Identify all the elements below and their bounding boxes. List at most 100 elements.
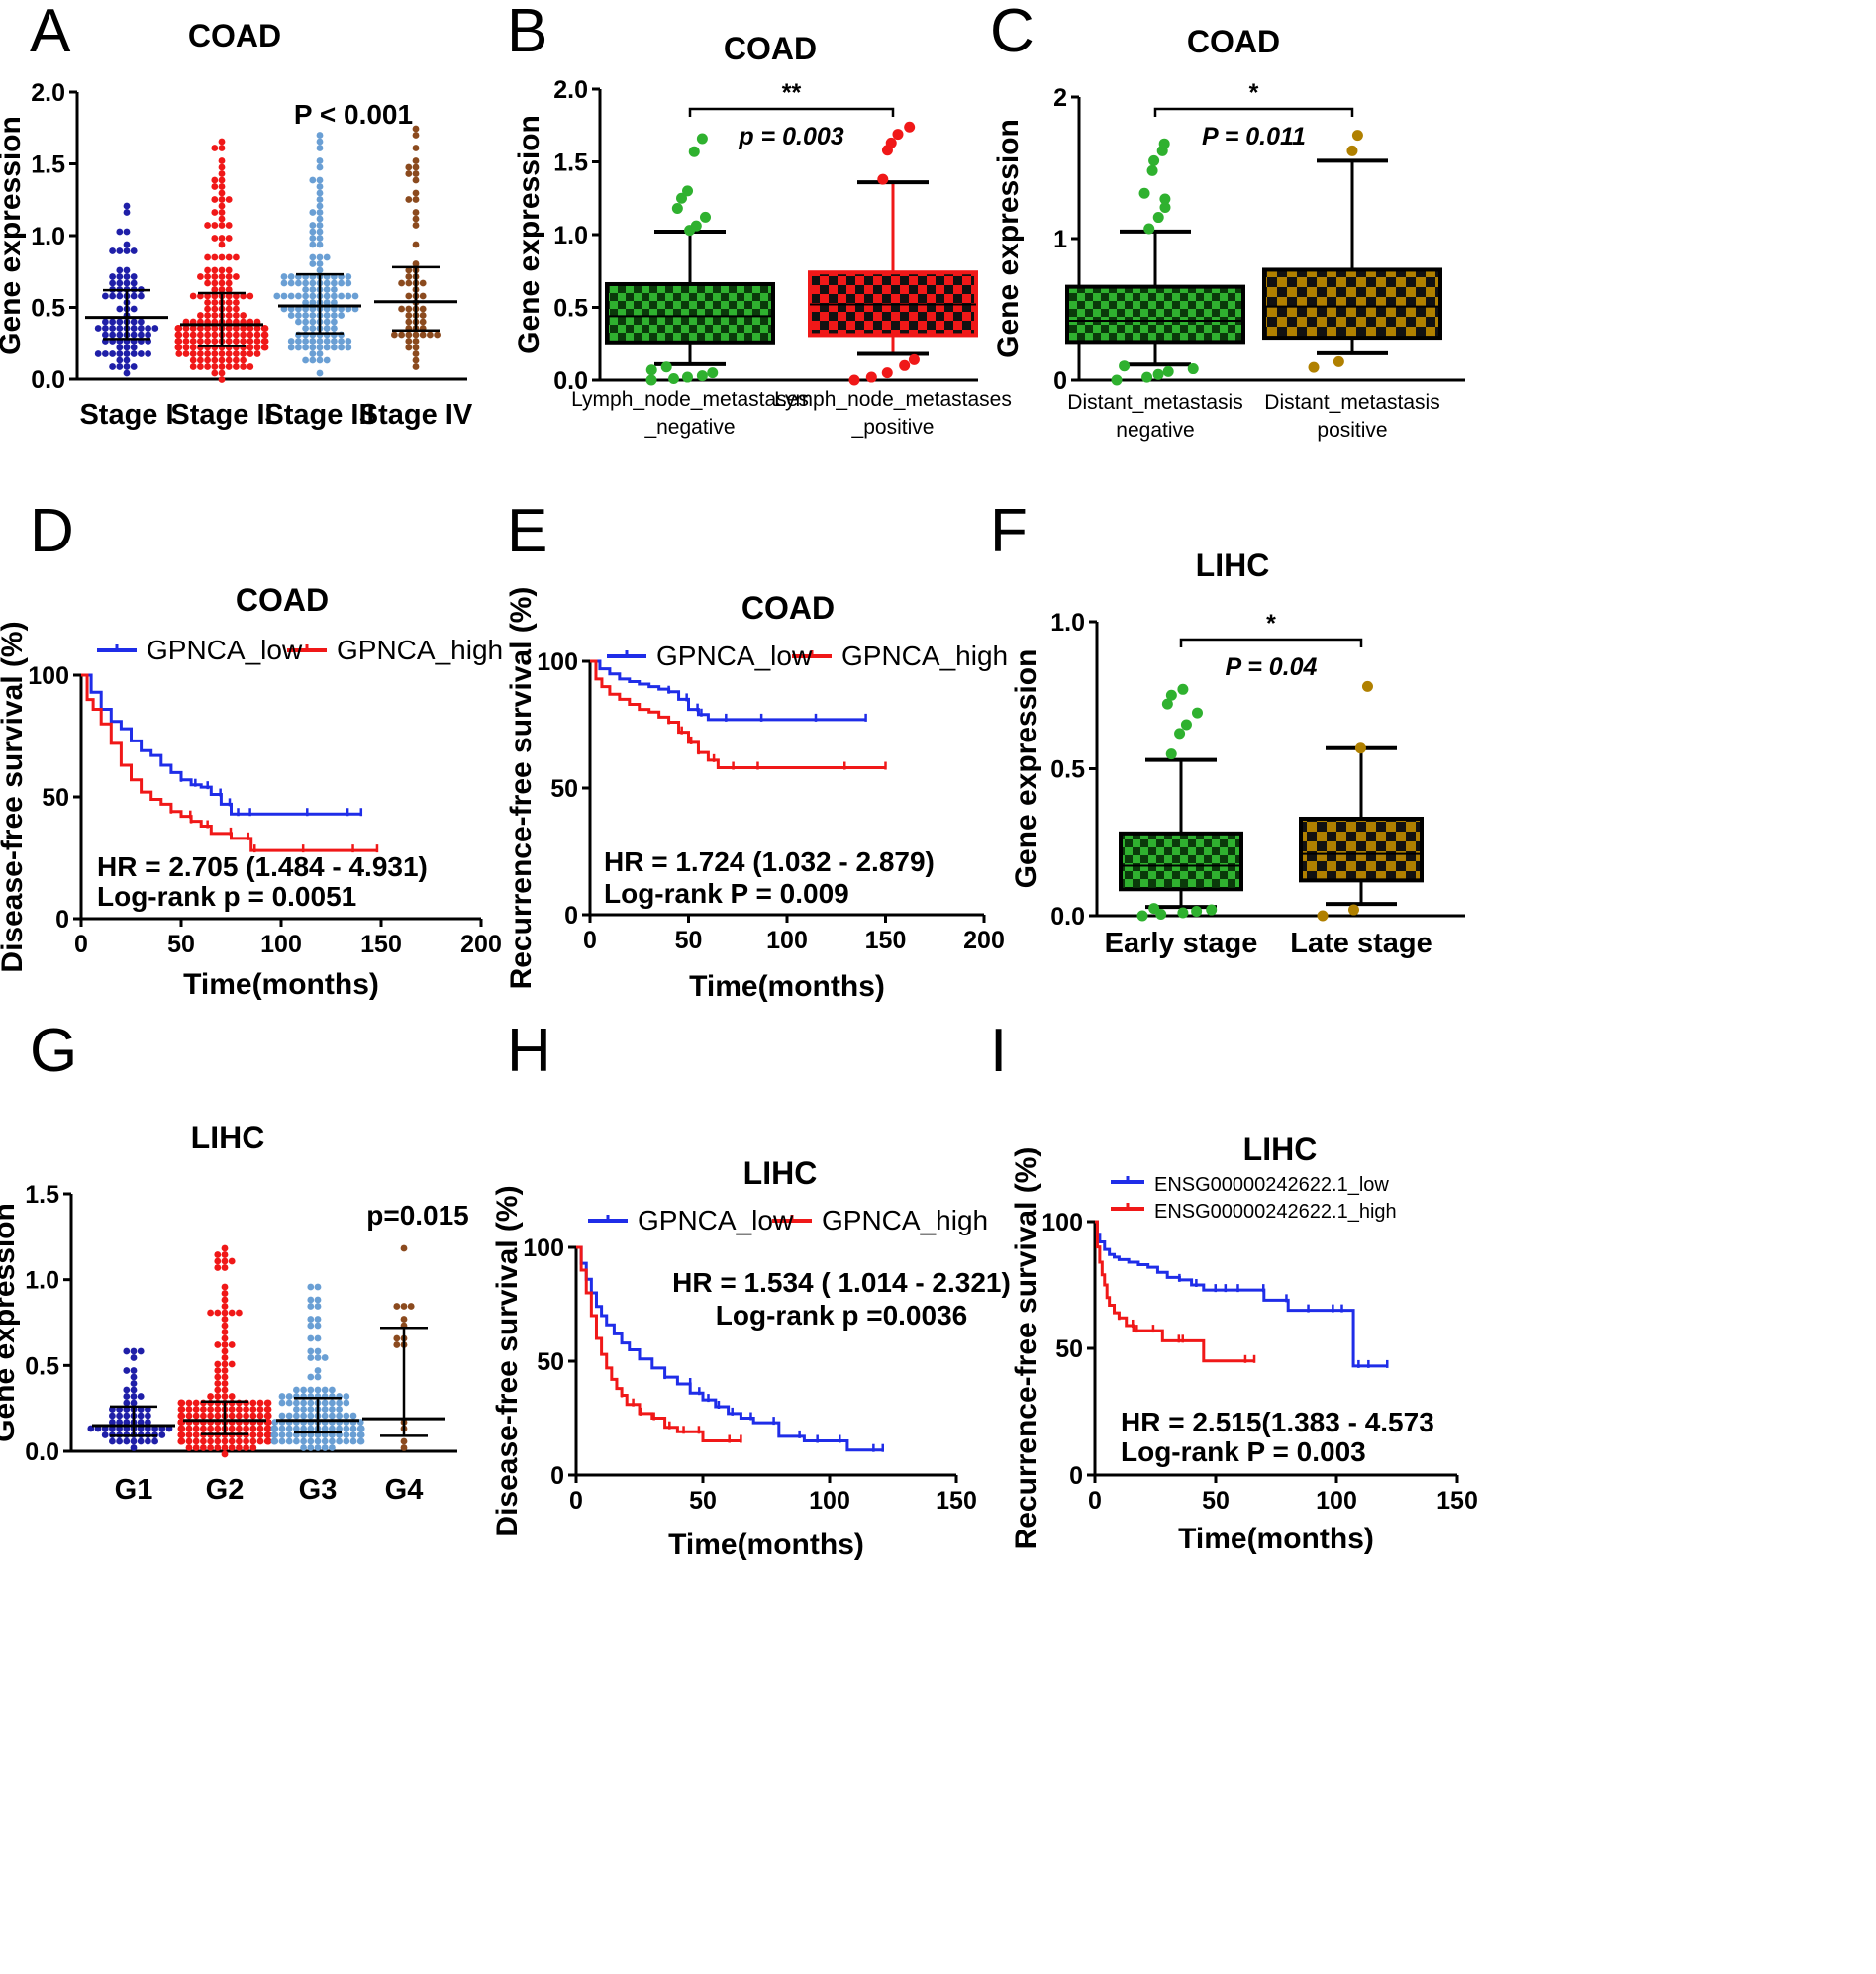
data-point	[207, 1412, 215, 1420]
x-tick-label: 0	[1088, 1487, 1102, 1515]
data-point	[316, 235, 324, 242]
x-tick-label: 100	[1316, 1487, 1357, 1515]
data-point	[221, 1367, 229, 1374]
data-point	[391, 331, 398, 339]
x-axis-label: Time(months)	[689, 970, 885, 1003]
y-tick-label: 0	[1053, 367, 1067, 395]
data-point	[197, 350, 204, 357]
data-point	[331, 318, 338, 326]
significance-bracket	[1179, 638, 1363, 647]
data-point	[270, 1437, 278, 1445]
data-point	[309, 350, 317, 357]
y-tick-label: 0.0	[1050, 903, 1085, 931]
data-point	[204, 338, 212, 345]
data-point	[137, 1412, 145, 1420]
outlier-point	[1148, 154, 1160, 166]
data-point	[316, 138, 324, 146]
data-point	[233, 356, 240, 364]
x-category-label: Stage III	[264, 399, 374, 431]
data-point	[412, 145, 420, 151]
data-point	[109, 1412, 116, 1420]
data-point	[309, 228, 317, 236]
data-point	[316, 132, 324, 139]
data-point	[200, 1425, 207, 1432]
data-point	[109, 363, 116, 370]
data-point	[321, 1425, 329, 1432]
data-point	[204, 312, 212, 319]
data-point	[307, 1354, 315, 1361]
data-point	[309, 209, 317, 216]
data-point	[204, 253, 212, 261]
data-point	[357, 1437, 365, 1445]
data-point	[116, 1419, 123, 1426]
data-point	[123, 1393, 131, 1400]
data-point	[233, 331, 240, 339]
data-point	[412, 222, 420, 229]
outlier-point	[1317, 910, 1329, 922]
legend-label: GPNCA_low	[656, 641, 813, 671]
data-point	[323, 356, 331, 364]
data-point	[116, 228, 124, 236]
data-point	[321, 1386, 329, 1394]
data-point	[225, 338, 233, 345]
outlier-point	[699, 211, 711, 223]
data-point	[316, 356, 324, 364]
legend-label: ENSG00000242622.1_high	[1154, 1201, 1397, 1223]
data-point	[207, 1309, 215, 1317]
data-point	[270, 1425, 278, 1432]
x-category-label: Early stage	[1105, 928, 1258, 959]
data-point	[211, 145, 219, 151]
data-point	[214, 1425, 222, 1432]
data-point	[338, 312, 345, 319]
data-point	[295, 279, 302, 287]
outlier-point	[1174, 728, 1186, 740]
data-point	[300, 1437, 307, 1445]
data-point	[307, 1406, 315, 1413]
data-point	[293, 1406, 300, 1413]
legend-label: ENSG00000242622.1_low	[1154, 1174, 1389, 1196]
data-point	[214, 1367, 222, 1374]
data-point	[249, 1444, 257, 1451]
data-point	[130, 1399, 138, 1407]
data-point	[287, 279, 295, 287]
data-point	[207, 1437, 215, 1445]
data-point	[221, 1380, 229, 1387]
data-point	[123, 356, 131, 364]
data-point	[116, 318, 124, 326]
data-point	[295, 338, 302, 345]
data-point	[221, 1264, 229, 1271]
data-point	[240, 292, 247, 300]
data-point	[204, 331, 212, 339]
data-point	[109, 331, 116, 339]
data-point	[329, 1412, 336, 1420]
data-point	[345, 338, 352, 345]
data-point	[287, 344, 295, 351]
data-point	[323, 312, 331, 319]
survival-curve-high	[590, 659, 887, 770]
data-point	[116, 325, 124, 332]
data-point	[412, 356, 420, 364]
x-category-label: Stage II	[170, 399, 272, 431]
data-point	[309, 235, 317, 242]
data-point	[233, 299, 240, 306]
x-tick-label: 100	[260, 931, 302, 958]
data-point	[116, 1412, 123, 1420]
legend	[588, 1215, 812, 1223]
data-point	[427, 331, 434, 339]
data-point	[102, 325, 109, 332]
data-point	[185, 1399, 193, 1407]
data-point	[130, 1393, 138, 1400]
stat-annotation: HR = 1.724 (1.032 - 2.879)	[604, 846, 935, 877]
panel-title: COAD	[1187, 24, 1280, 59]
data-point	[407, 1303, 415, 1310]
data-point	[211, 273, 219, 280]
data-point	[264, 1431, 272, 1438]
data-point	[345, 344, 352, 351]
data-point	[243, 1444, 250, 1451]
y-axis-label: Disease-free survival (%)	[491, 1185, 524, 1536]
survival-line	[590, 659, 866, 722]
data-point	[331, 325, 338, 332]
p-value-label: p = 0.003	[738, 123, 843, 150]
x-category-label: Stage I	[79, 399, 173, 431]
data-point	[189, 338, 197, 345]
